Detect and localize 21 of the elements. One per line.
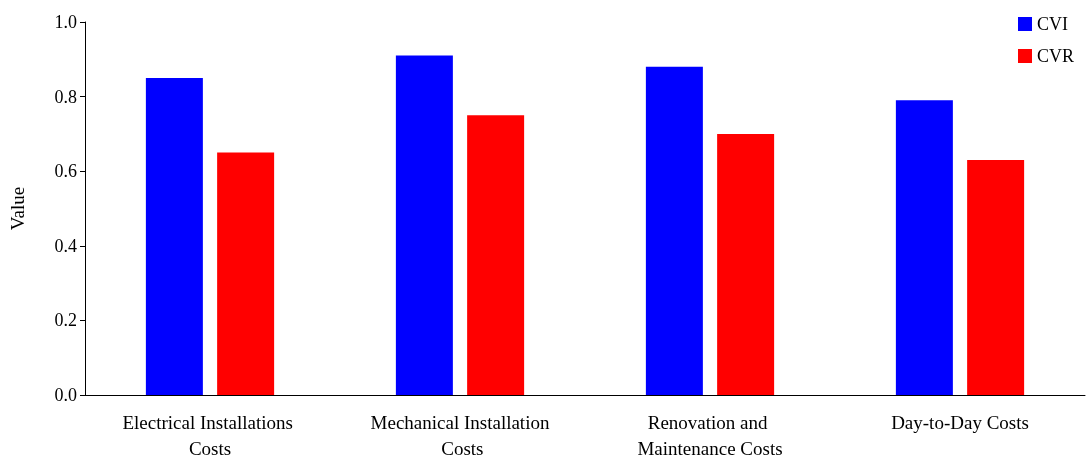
bar — [717, 133, 775, 395]
y-tick-label: 0.2 — [54, 310, 77, 331]
y-axis-title: Value — [7, 186, 28, 231]
bar — [467, 115, 525, 395]
bar — [895, 100, 953, 395]
bar — [645, 66, 703, 395]
y-tick-label: 0.8 — [54, 86, 77, 107]
bar — [217, 152, 275, 395]
bar — [145, 77, 203, 395]
y-tick-label: 0.6 — [54, 161, 77, 182]
legend-label: CVR — [1036, 46, 1074, 66]
x-tick-label: Renovation and Maintenance Costs — [637, 411, 783, 459]
y-tick-label: 0.0 — [54, 385, 77, 405]
x-tick-label: Electrical Installations Costs — [122, 411, 298, 459]
x-tick-label: Day-to-Day Costs — [891, 411, 1029, 433]
legend-label: CVI — [1036, 14, 1068, 34]
bar — [967, 160, 1025, 395]
bar — [395, 55, 453, 395]
y-tick-label: 0.4 — [54, 235, 77, 256]
y-tick-label: 1.0 — [54, 12, 77, 32]
x-tick-label: Mechanical Installation Costs — [370, 411, 550, 459]
